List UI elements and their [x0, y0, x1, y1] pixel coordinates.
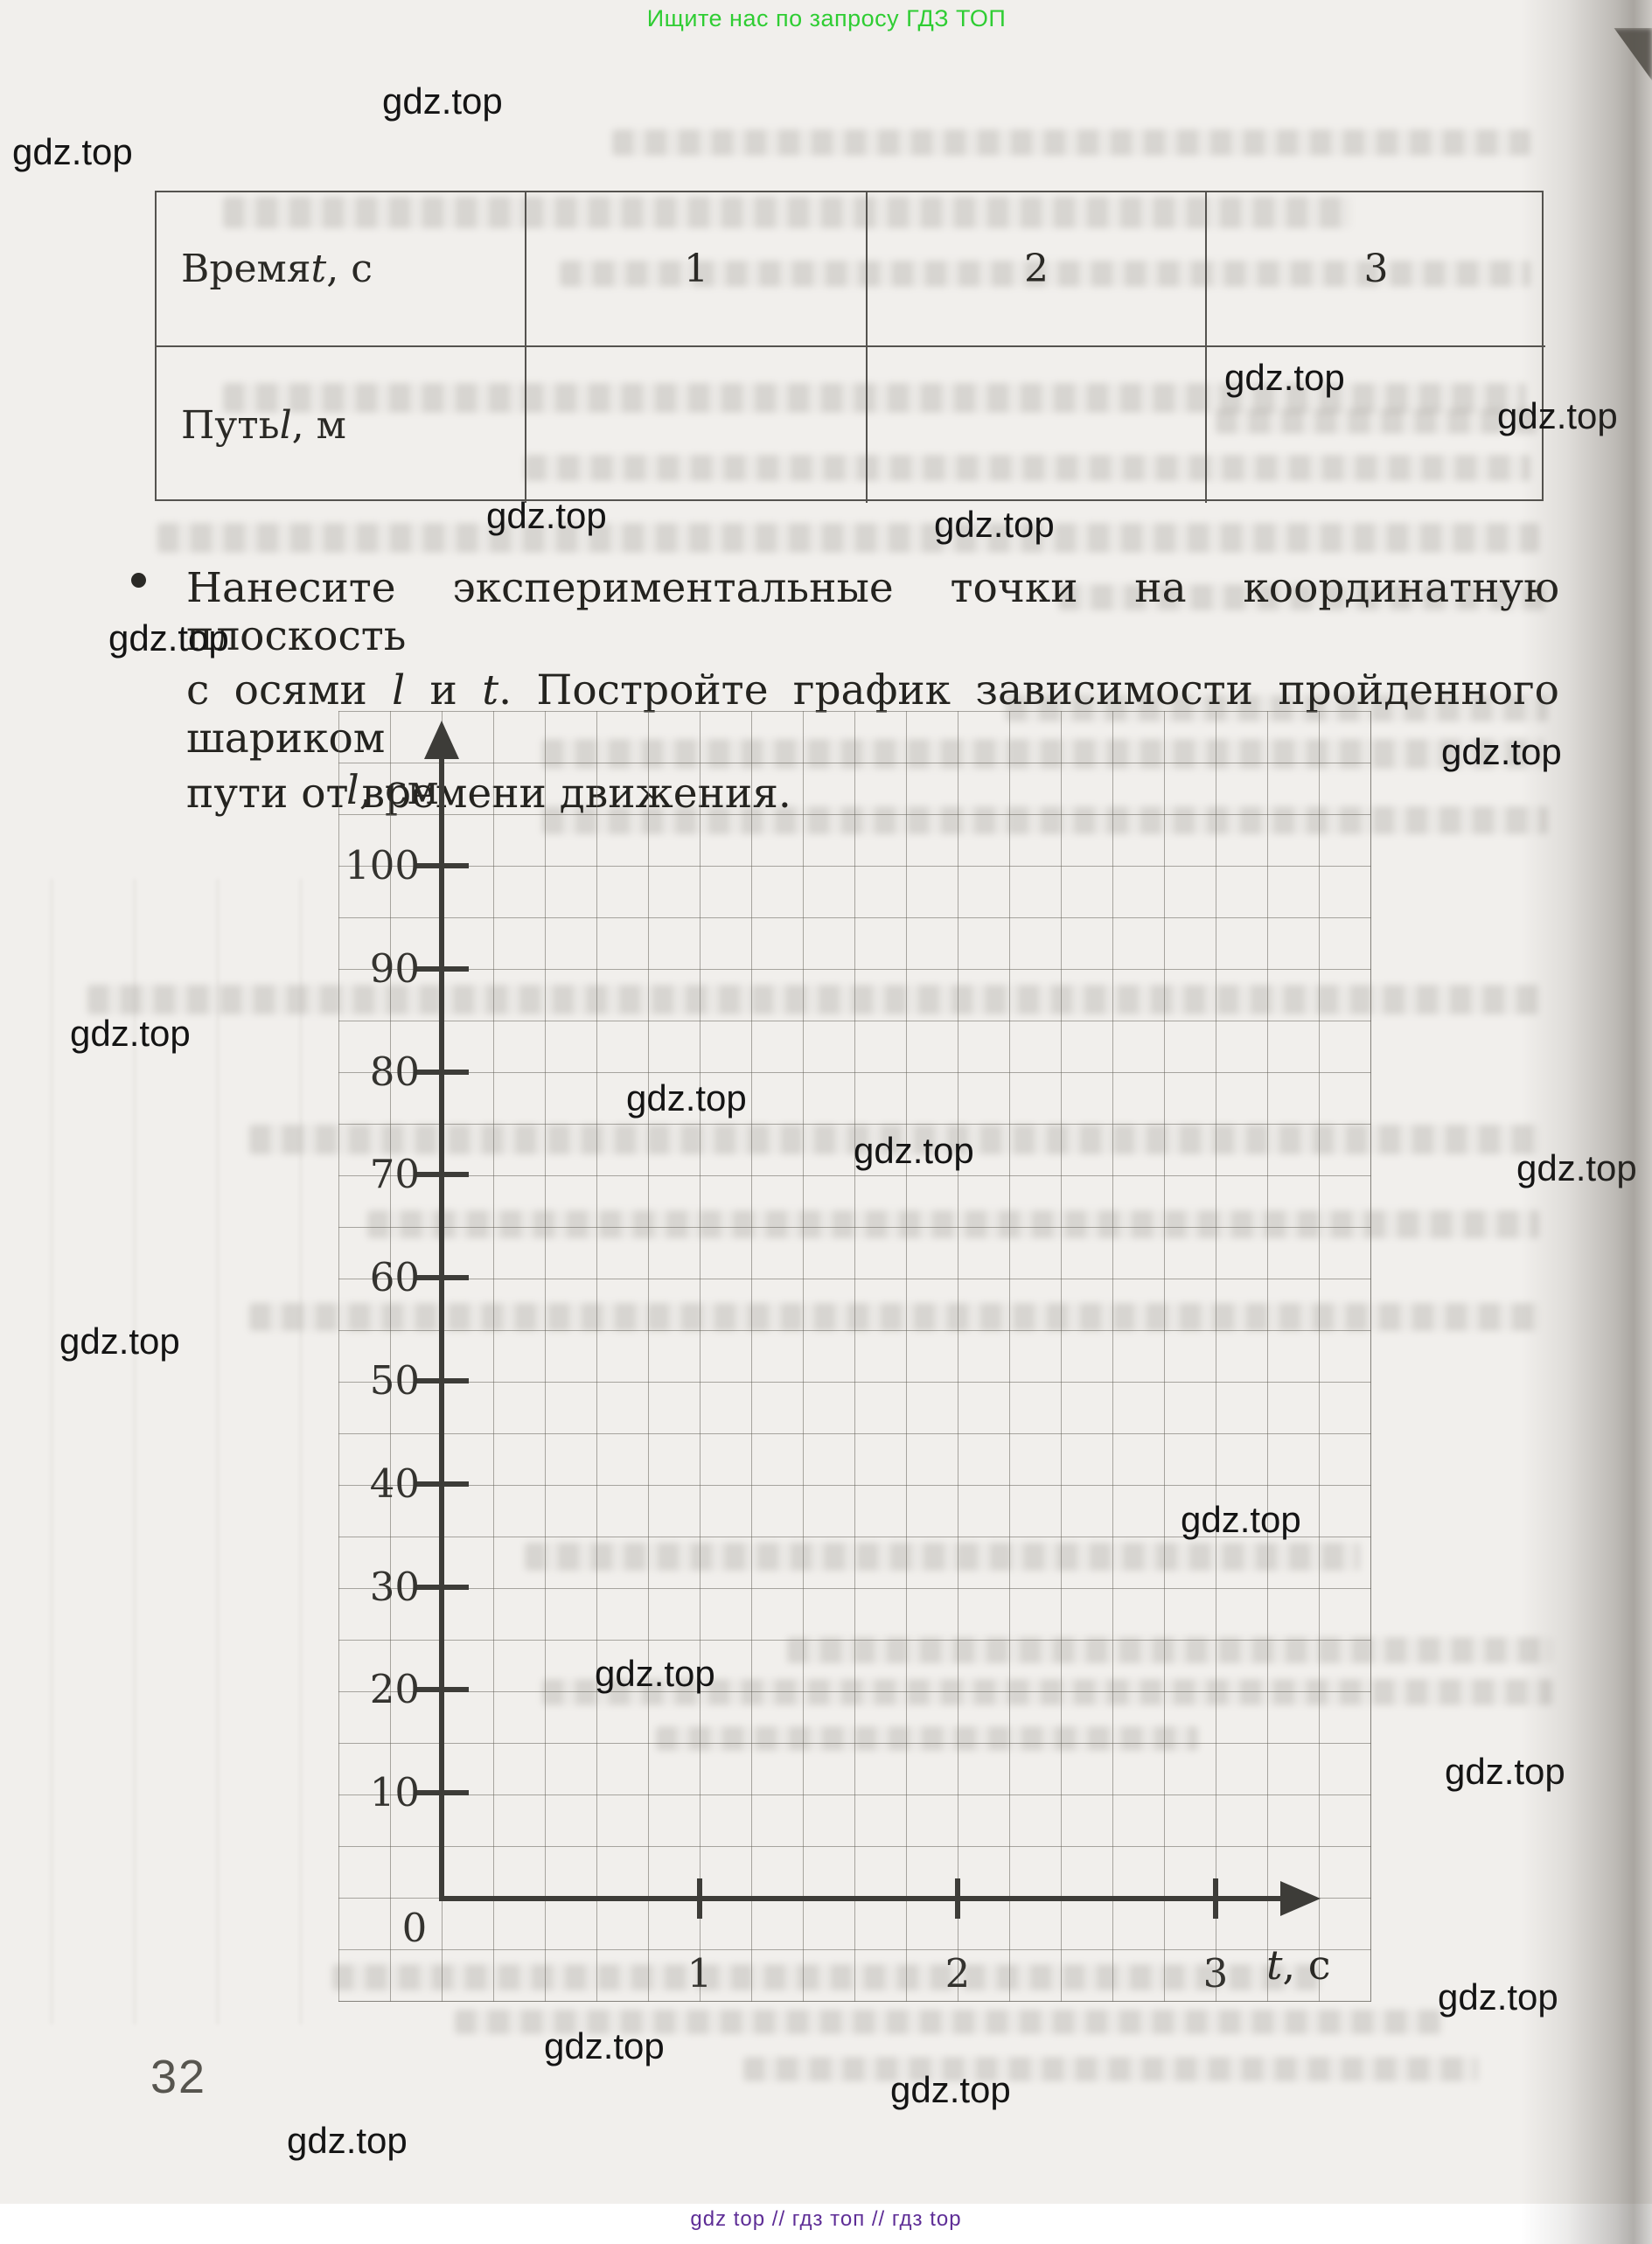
y-tick-mark: [415, 1585, 469, 1590]
bleed-through-text: [1216, 409, 1539, 434]
path-variable: l: [279, 402, 292, 448]
gdz-watermark: gdz.top: [59, 1321, 180, 1362]
y-axis-label: l, см: [346, 766, 439, 813]
y-tick-label: 60: [369, 1254, 420, 1300]
gdz-watermark: gdz.top: [486, 495, 607, 536]
x-tick-mark: [697, 1878, 702, 1919]
y-tick-label: 40: [369, 1460, 420, 1507]
y-tick-mark: [415, 1687, 469, 1692]
time-label-text: Время: [181, 247, 311, 291]
time-value-2: 2: [868, 192, 1207, 347]
time-value-3: 3: [1207, 192, 1545, 347]
y-tick-label: 70: [369, 1151, 420, 1197]
gdz-watermark: gdz.top: [1438, 1976, 1558, 2018]
x-axis-unit: , с: [1282, 1941, 1331, 1989]
bleed-through-text: [612, 129, 1530, 156]
y-tick-mark: [415, 966, 469, 972]
gdz-watermark: gdz.top: [12, 131, 133, 172]
gdz-watermark: gdz.top: [1181, 1499, 1301, 1540]
y-tick-mark: [415, 1481, 469, 1487]
y-tick-label: 50: [369, 1357, 420, 1404]
path-label-text: Путь: [181, 402, 280, 448]
x-tick-mark: [1213, 1878, 1218, 1919]
y-tick-mark: [415, 1275, 469, 1280]
origin-label: 0: [401, 1905, 428, 1951]
y-axis-line: [439, 754, 444, 1901]
gdz-watermark: gdz.top: [854, 1130, 974, 1171]
page-bottom-margin: [0, 2204, 1652, 2244]
footer-text: gdz top // гдз топ // гдз top: [690, 2207, 962, 2231]
gdz-watermark: gdz.top: [890, 2069, 1011, 2110]
bleed-through-text: [157, 523, 1539, 553]
task-line-2-text: с осями: [186, 666, 393, 714]
bleed-through-text: [743, 2057, 1478, 2081]
x-tick-mark: [955, 1878, 960, 1919]
site-promo-text: Ищите нас по запросу ГДЗ ТОП: [646, 5, 1007, 31]
x-axis-variable: t: [1266, 1941, 1283, 1989]
bleed-through-text: [455, 2010, 1443, 2034]
x-tick-label: 2: [944, 1950, 971, 1997]
variable-t: t: [482, 666, 499, 714]
bleed-through-text: [560, 261, 1530, 287]
path-value-1: [526, 347, 868, 503]
gdz-watermark: gdz.top: [1445, 1751, 1565, 1792]
gdz-watermark: gdz.top: [595, 1653, 715, 1694]
graph-paper-grid: [338, 711, 1371, 2002]
y-tick-label: 100: [345, 842, 420, 889]
gdz-watermark: gdz.top: [287, 2120, 408, 2161]
y-axis-variable: l: [346, 766, 359, 813]
bleed-through-text: [1058, 584, 1548, 610]
table-row-time-label: Время t, с: [157, 192, 526, 347]
gdz-watermark: gdz.top: [70, 1013, 191, 1054]
x-axis-line: [439, 1896, 1284, 1901]
y-axis-unit: , см: [359, 766, 439, 813]
task-line-2-text: и: [405, 666, 483, 714]
bleed-through-text: [525, 455, 1530, 481]
gdz-watermark: gdz.top: [626, 1077, 747, 1119]
path-unit: , м: [291, 402, 346, 448]
gdz-watermark: gdz.top: [382, 80, 503, 122]
time-value-1: 1: [526, 192, 868, 347]
gdz-watermark: gdz.top: [1497, 395, 1618, 437]
x-axis-label: t, с: [1266, 1941, 1331, 1989]
x-tick-label: 1: [687, 1950, 713, 1997]
y-axis-arrow-icon: [424, 721, 459, 759]
y-tick-label: 90: [369, 945, 420, 992]
time-unit: , с: [326, 247, 373, 291]
table-row-path-label: Путь l, м: [157, 347, 526, 503]
time-variable: t: [310, 247, 327, 291]
y-tick-mark: [415, 1790, 469, 1795]
y-tick-mark: [415, 1070, 469, 1075]
page-number: 32: [150, 2051, 207, 2103]
gdz-watermark: gdz.top: [1224, 357, 1345, 398]
y-tick-mark: [415, 1378, 469, 1383]
gdz-watermark: gdz.top: [544, 2025, 665, 2066]
variable-l: l: [392, 666, 406, 714]
x-tick-label: 3: [1202, 1950, 1229, 1997]
bleed-through-text: [223, 197, 1351, 228]
y-tick-label: 10: [369, 1769, 420, 1815]
bleed-through-text: [223, 383, 1526, 413]
bullet-icon: [131, 573, 146, 588]
task-line-1: Нанесите экспериментальные точки на коор…: [186, 564, 1559, 660]
y-tick-label: 20: [369, 1666, 420, 1712]
path-value-2: [868, 347, 1207, 503]
y-tick-mark: [415, 1172, 469, 1177]
measurement-table: Время t, с 1 2 3 Путь l, м: [155, 191, 1545, 503]
gdz-watermark: gdz.top: [1441, 731, 1562, 772]
gdz-watermark: gdz.top: [934, 504, 1055, 545]
x-axis-arrow-icon: [1280, 1881, 1321, 1916]
gdz-watermark: gdz.top: [108, 617, 229, 659]
bleed-through-grid: [51, 879, 339, 2024]
y-tick-label: 30: [369, 1564, 420, 1610]
y-tick-label: 80: [369, 1049, 420, 1095]
gdz-watermark: gdz.top: [1516, 1147, 1637, 1189]
y-tick-mark: [415, 863, 469, 868]
book-spine-shadow: [1521, 0, 1652, 2244]
